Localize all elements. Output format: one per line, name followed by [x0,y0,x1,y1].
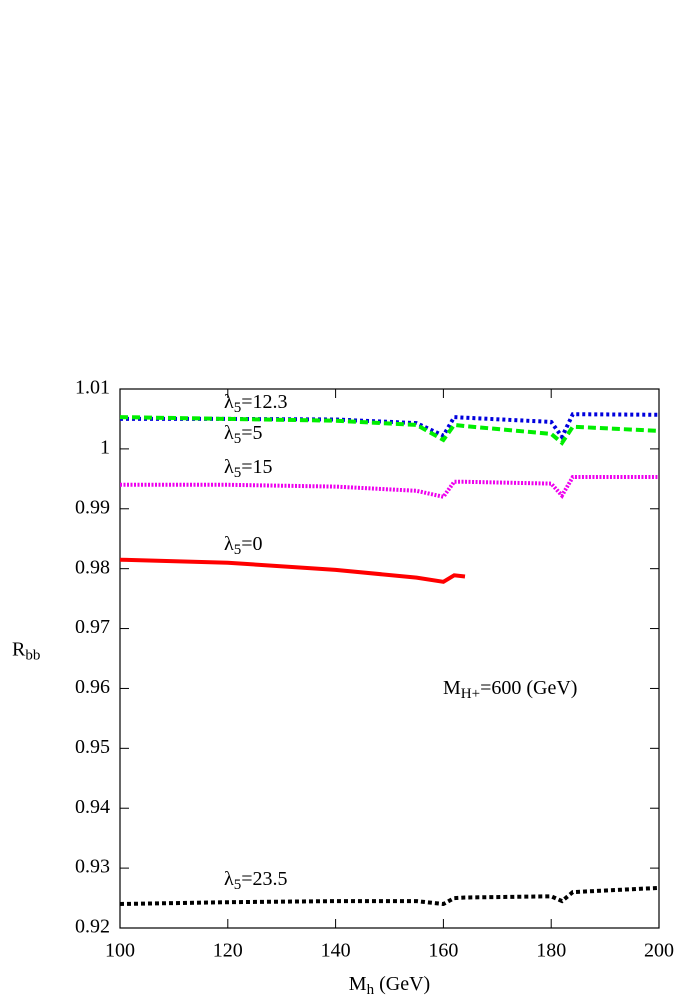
x-axis-label-sub: h [367,982,375,998]
series-line [119,557,466,584]
y-axis-label-main: R [12,638,26,660]
y-tick-label: 0.93 [75,856,110,878]
x-axis-label-main: M [349,973,367,995]
y-axis-label: Rbb [12,638,40,664]
series-label: λ5=0 [224,533,262,559]
y-axis-label-sub: bb [25,648,40,664]
y-tick-label: 1.01 [75,377,110,399]
x-tick-label: 100 [105,940,135,962]
y-tick-label: 0.92 [75,916,110,938]
x-axis-label-rest: (GeV) [374,973,430,995]
y-tick-label: 0.99 [75,496,110,518]
series-line [119,885,660,907]
y-tick-label: 1 [100,436,110,458]
y-tick-label: 0.94 [75,796,110,818]
x-tick-label: 120 [213,940,243,962]
series-line [119,415,660,446]
annotation-rest: =600 (GeV) [480,677,577,699]
plot-frame [119,388,660,929]
annotation-main: M [443,677,461,699]
series-label: λ5=23.5 [224,868,287,894]
annotation-sub: H+ [461,686,480,702]
series-label: λ5=5 [224,422,262,448]
y-tick-label: 0.95 [75,736,110,758]
x-axis-label: Mh (GeV) [349,973,430,999]
series-label: λ5=12.3 [224,391,287,417]
x-tick-label: 160 [428,940,458,962]
x-tick-label: 140 [321,940,351,962]
x-tick-label: 180 [536,940,566,962]
annotation: MH+=600 (GeV) [443,677,577,703]
series-label: λ5=15 [224,456,272,482]
y-tick-label: 0.96 [75,676,110,698]
y-tick-label: 0.97 [75,616,110,638]
x-tick-label: 200 [644,940,674,962]
y-tick-label: 0.98 [75,556,110,578]
series-line [120,475,659,500]
